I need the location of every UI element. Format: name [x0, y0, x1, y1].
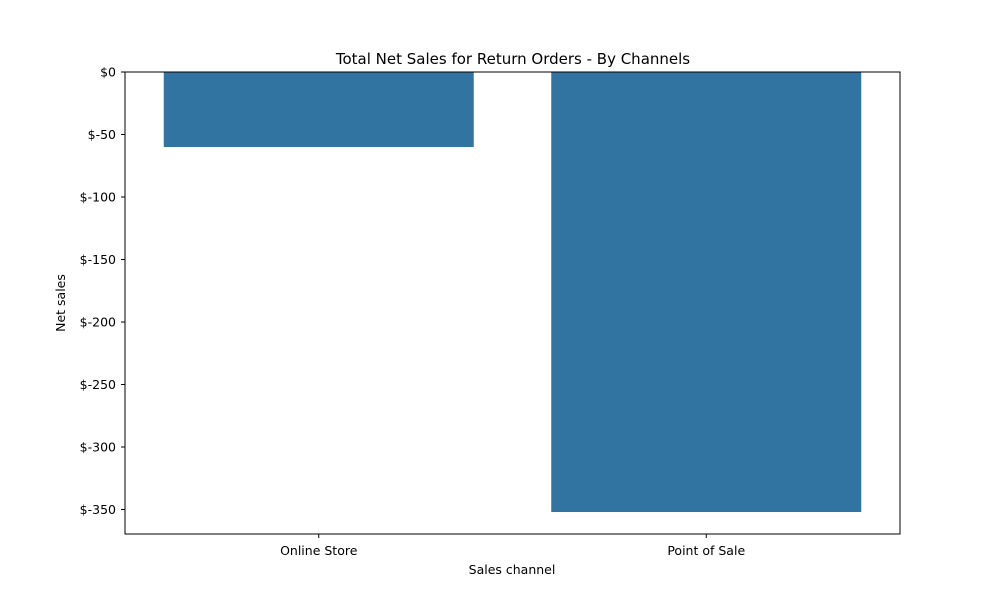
- x-tick-label: Online Store: [280, 543, 358, 558]
- y-tick-label: $-300: [80, 440, 116, 455]
- y-tick-label: $-250: [80, 377, 116, 392]
- chart-title: Total Net Sales for Return Orders - By C…: [335, 50, 690, 68]
- y-axis-label: Net sales: [53, 274, 68, 332]
- bars-layer: [163, 72, 862, 512]
- y-tick-label: $-150: [80, 252, 116, 267]
- y-tick-label: $-100: [80, 190, 116, 205]
- y-tick-label: $-350: [80, 502, 116, 517]
- x-tick-label: Point of Sale: [667, 543, 745, 558]
- bar-point-of-sale: [551, 72, 862, 512]
- bar-online-store: [163, 72, 474, 147]
- x-axis-ticks: Online Store Point of Sale: [280, 534, 745, 558]
- y-tick-label: $0: [100, 65, 116, 80]
- x-axis-label: Sales channel: [469, 562, 556, 577]
- y-tick-label: $-200: [80, 315, 116, 330]
- y-axis-ticks: $0 $-50 $-100 $-150 $-200 $-250 $-300 $-350: [80, 65, 125, 517]
- y-tick-label: $-50: [88, 127, 116, 142]
- plot-frame: [124, 71, 901, 535]
